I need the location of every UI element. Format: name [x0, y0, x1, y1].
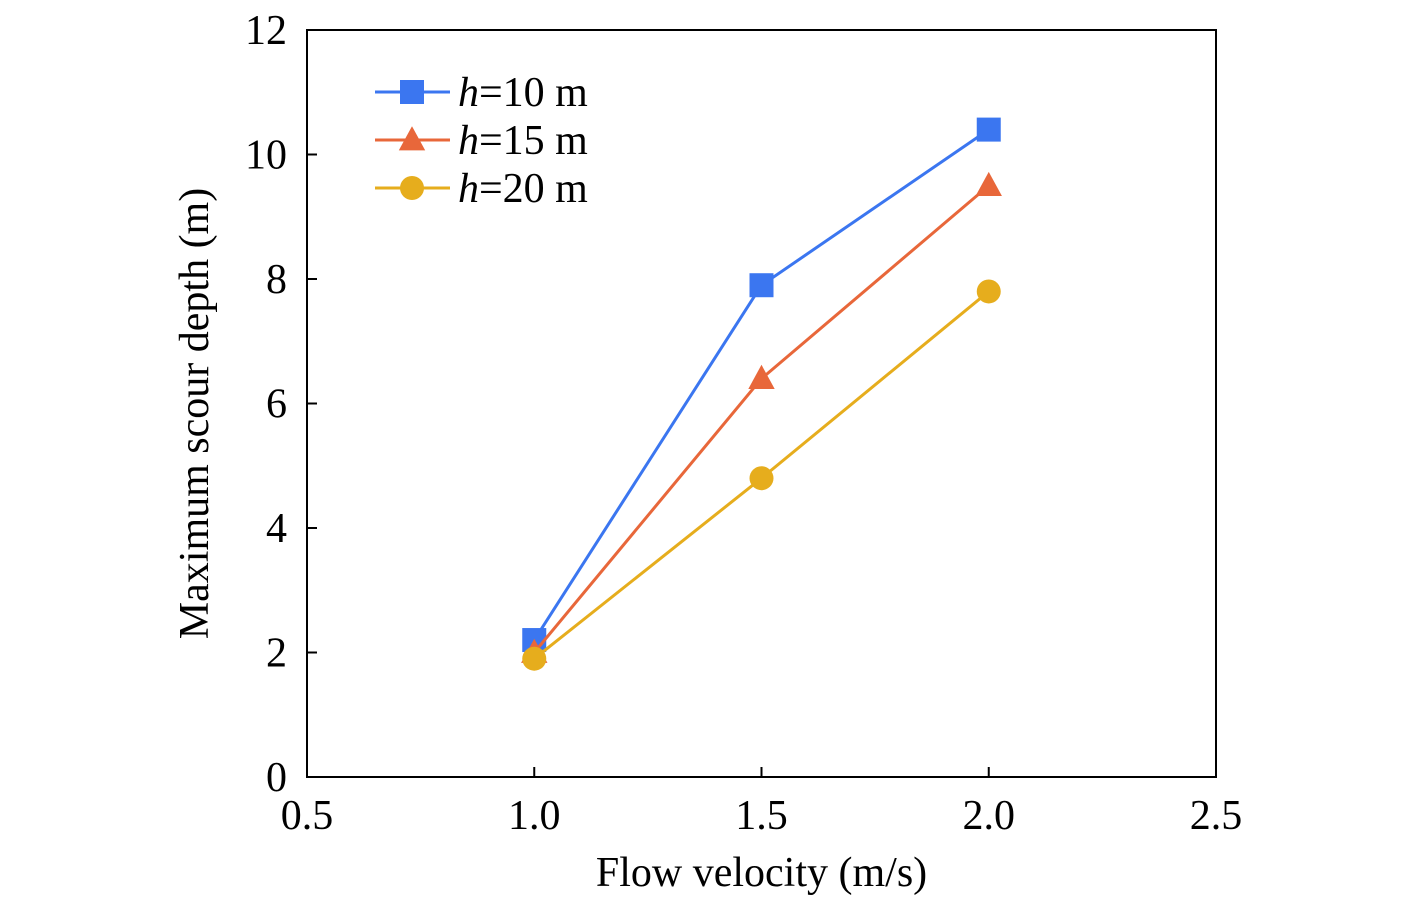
- y-tick-label: 8: [266, 257, 287, 303]
- y-tick-label: 0: [266, 755, 287, 801]
- data-point-circle: [976, 279, 1001, 304]
- data-point-triangle: [748, 364, 775, 389]
- plot-frame: [306, 29, 1217, 778]
- series-2: [522, 279, 1001, 671]
- data-point-circle: [522, 646, 547, 671]
- data-point-circle: [400, 176, 424, 200]
- x-tick-label: 1.5: [735, 793, 788, 839]
- y-tick-label: 6: [266, 382, 287, 428]
- legend-item-2: h=20 m: [375, 166, 588, 212]
- series-1: [521, 171, 1002, 663]
- x-tick-label: 1.0: [508, 793, 561, 839]
- legend-item-1: h=15 m: [375, 118, 588, 164]
- data-point-square: [400, 80, 424, 104]
- legend-item-0: h=10 m: [375, 70, 588, 116]
- data-point-triangle: [975, 171, 1002, 196]
- y-tick-label: 2: [266, 631, 287, 677]
- data-point-triangle: [398, 126, 426, 151]
- legend-label: h=15 m: [458, 118, 588, 164]
- y-tick-label: 12: [245, 8, 287, 54]
- x-tick-label: 2.5: [1190, 793, 1243, 839]
- legend-label: h=20 m: [458, 166, 588, 212]
- legend-label: h=10 m: [458, 70, 588, 116]
- y-tick-label: 10: [245, 133, 287, 179]
- series-0: [522, 117, 1001, 653]
- legend: h=10 mh=15 mh=20 m: [375, 70, 588, 212]
- series-layer: [521, 117, 1002, 671]
- data-point-square: [976, 117, 1001, 142]
- series-line: [533, 184, 990, 654]
- data-point-square: [749, 273, 774, 298]
- data-point-circle: [749, 466, 774, 491]
- y-axis-title: Maximum scour depth (m): [172, 188, 218, 639]
- x-axis-title: Flow velocity (m/s): [596, 850, 927, 896]
- x-tick-label: 0.5: [281, 793, 334, 839]
- axes: 0.5 1.0 1.5 2.0 2.5 0 2 4 6 8 10 12: [245, 8, 1242, 839]
- y-tick-label: 4: [266, 506, 287, 552]
- x-tick-label: 2.0: [963, 793, 1016, 839]
